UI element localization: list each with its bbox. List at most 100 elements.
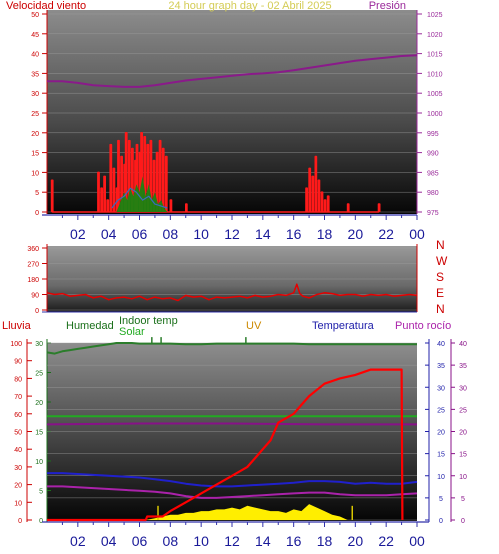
- wind-gust-average-line: [111, 187, 168, 209]
- p3-rain-tick: 90: [14, 359, 22, 366]
- p1-time-label: 14: [255, 226, 271, 242]
- p1-left-tick: 35: [31, 71, 39, 78]
- p1-right-tick: 1025: [427, 12, 443, 19]
- p3-rain-tick: 70: [14, 394, 22, 401]
- p1-left-tick: 50: [31, 12, 39, 19]
- p1-right-tick: 1000: [427, 111, 443, 118]
- p3-time-label: 06: [132, 533, 148, 549]
- p3-rain-tick: 50: [14, 430, 22, 437]
- wind-speed-label: Velocidad viento: [6, 0, 86, 12]
- p1-time-label: 16: [286, 226, 302, 242]
- p1-left-tick: 45: [31, 32, 39, 39]
- p3-humidity-tick: 5: [39, 489, 43, 496]
- p1-left-tick: 20: [31, 131, 39, 138]
- p3-dew-tick: 35: [459, 363, 467, 370]
- p2-left-tick: 90: [31, 293, 39, 300]
- p1-time-label: 00: [409, 226, 425, 242]
- p2-left-tick: 270: [27, 262, 39, 269]
- p3-rain-tick: 60: [14, 412, 22, 419]
- p1-right-tick: 975: [427, 210, 439, 217]
- legend-dew-point: Punto rocío: [395, 320, 451, 332]
- p3-rain-tick: 20: [14, 483, 22, 490]
- p3-dew-tick: 15: [459, 452, 467, 459]
- p1-right-tick: 985: [427, 170, 439, 177]
- p1-right-tick: 1010: [427, 71, 443, 78]
- solar-area: [145, 504, 348, 520]
- p2-left-tick: 0: [35, 308, 39, 315]
- p1-left-tick: 0: [35, 210, 39, 217]
- rain-line: [47, 368, 404, 522]
- p3-dew-tick: 30: [459, 385, 467, 392]
- p1-right-tick: 990: [427, 151, 439, 158]
- panel3-plot-area: [47, 343, 417, 521]
- p1-time-label: 10: [193, 226, 209, 242]
- p3-dew-tick: 5: [461, 496, 465, 503]
- p3-time-label: 18: [317, 533, 333, 549]
- p3-time-label: 00: [409, 533, 425, 549]
- wind-speed-line: [50, 132, 381, 213]
- p3-temp-tick: 15: [437, 452, 445, 459]
- p3-dew-tick: 20: [459, 430, 467, 437]
- p1-time-label: 02: [70, 226, 86, 242]
- p1-right-tick: 995: [427, 131, 439, 138]
- p3-dew-tick: 25: [459, 407, 467, 414]
- p1-right-tick: 1015: [427, 52, 443, 59]
- p3-time-label: 16: [286, 533, 302, 549]
- p1-left-tick: 25: [31, 111, 39, 118]
- p2-direction-label: S: [436, 270, 444, 284]
- legend-indoor-temp: Indoor temp: [119, 315, 178, 327]
- p3-rain-tick: 30: [14, 465, 22, 472]
- p3-temp-tick: 5: [439, 496, 443, 503]
- p3-temp-tick: 20: [437, 430, 445, 437]
- p3-time-label: 10: [193, 533, 209, 549]
- p3-dew-tick: 40: [459, 341, 467, 348]
- legend-rain: Lluvia: [2, 320, 32, 332]
- p3-rain-tick: 0: [18, 518, 22, 525]
- p3-time-label: 08: [163, 533, 179, 549]
- p1-time-label: 22: [378, 226, 394, 242]
- p3-temp-tick: 35: [437, 363, 445, 370]
- p3-time-label: 22: [378, 533, 394, 549]
- p3-humidity-tick: 30: [35, 341, 43, 348]
- p3-dew-tick: 10: [459, 474, 467, 481]
- p2-direction-label: N: [436, 238, 445, 252]
- p3-dew-tick: 0: [461, 518, 465, 525]
- p3-temp-tick: 10: [437, 474, 445, 481]
- humidity-line: [46, 342, 417, 355]
- pressure-line: [47, 54, 418, 88]
- p1-time-label: 04: [101, 226, 117, 242]
- p3-time-label: 20: [348, 533, 364, 549]
- p1-left-tick: 40: [31, 52, 39, 59]
- p1-time-label: 06: [132, 226, 148, 242]
- p2-direction-label: N: [436, 302, 445, 316]
- p3-temp-tick: 25: [437, 407, 445, 414]
- p1-left-tick: 5: [35, 190, 39, 197]
- wind-direction-line: [46, 283, 418, 302]
- p3-temp-tick: 0: [439, 518, 443, 525]
- p3-humidity-tick: 10: [35, 459, 43, 466]
- legend-humidity: Humedad: [66, 320, 114, 332]
- p2-left-tick: 360: [27, 246, 39, 253]
- p3-humidity-tick: 20: [35, 400, 43, 407]
- panel1-plot-area: [47, 10, 417, 214]
- p3-time-label: 02: [70, 533, 86, 549]
- graph-title: 24 hour graph day - 02 Abril 2025: [168, 0, 331, 12]
- p2-left-tick: 180: [27, 277, 39, 284]
- p3-time-label: 14: [255, 533, 271, 549]
- p1-left-tick: 10: [31, 170, 39, 177]
- p3-rain-tick: 40: [14, 447, 22, 454]
- temperature-line: [47, 472, 418, 488]
- p3-temp-tick: 40: [437, 341, 445, 348]
- p1-time-label: 08: [163, 226, 179, 242]
- p3-temp-tick: 30: [437, 385, 445, 392]
- p1-time-label: 20: [348, 226, 364, 242]
- p1-right-tick: 1020: [427, 32, 443, 39]
- legend-temperature: Temperatura: [312, 320, 375, 332]
- p1-right-tick: 980: [427, 190, 439, 197]
- p1-left-tick: 30: [31, 91, 39, 98]
- p3-time-label: 04: [101, 533, 117, 549]
- p1-right-tick: 1005: [427, 91, 443, 98]
- p3-rain-tick: 80: [14, 376, 22, 383]
- p3-rain-tick: 100: [10, 341, 22, 348]
